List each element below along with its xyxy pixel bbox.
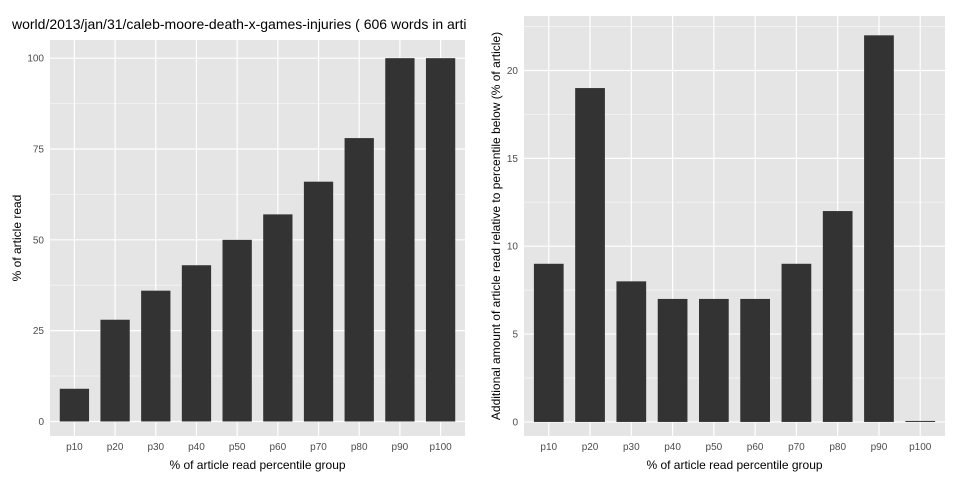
- right-chart-x-tick-label-p70: p70: [788, 442, 805, 453]
- right-chart-x-axis-title: % of article read percentile group: [646, 458, 822, 472]
- right-chart-x-tick-label-p100: p100: [909, 442, 932, 453]
- right-chart-bar-p30: [616, 281, 647, 422]
- right-chart-bar-p60: [740, 298, 770, 422]
- right-chart-bars: [533, 35, 936, 422]
- left-chart-bar-p100: [425, 58, 456, 422]
- left-chart-y-tick-label: 50: [33, 235, 45, 246]
- left-chart-x-ticks: p10 p20 p30 p40 p50 p60 p70 p80 p90 p100: [66, 442, 452, 453]
- left-chart-y-tick-label: 25: [33, 326, 45, 337]
- left-chart-x-tick-label-p50: p50: [229, 442, 246, 453]
- right-chart-x-tick-label-p40: p40: [664, 442, 681, 453]
- right-chart-x-ticks: p10 p20 p30 p40 p50 p60 p70 p80 p90 p100: [540, 442, 931, 453]
- left-chart-bar-p70: [303, 181, 334, 422]
- left-chart-bar-p40: [181, 265, 212, 422]
- right-chart-bar-p100: [905, 420, 936, 422]
- right-chart-y-axis-title: Additional amount of article read relati…: [489, 32, 503, 420]
- left-chart-bar-p30: [141, 290, 171, 422]
- right-chart-bar-p90: [864, 35, 894, 422]
- right-chart-bar-p50: [699, 298, 729, 422]
- left-chart-y-tick-label: 75: [33, 144, 45, 155]
- left-chart: world/2013/jan/31/caleb-moore-death-x-ga…: [10, 16, 466, 472]
- right-chart-y-ticks: 0 5 10 15 20: [507, 66, 519, 428]
- right-chart-x-tick-label-p60: p60: [747, 442, 764, 453]
- left-chart-x-axis-title: % of article read percentile group: [169, 458, 345, 472]
- right-chart-x-tick-label-p50: p50: [706, 442, 723, 453]
- right-chart-bar-p70: [781, 263, 812, 422]
- right-chart-y-tick-label: 20: [507, 66, 519, 77]
- left-chart-y-axis-title: % of article read: [10, 195, 24, 282]
- left-chart-x-tick-label-p80: p80: [351, 442, 368, 453]
- left-chart-x-tick-label-p30: p30: [147, 442, 164, 453]
- right-chart-x-tick-label-p20: p20: [582, 442, 599, 453]
- right-chart-y-tick-label: 0: [512, 417, 518, 428]
- left-chart-bar-p20: [100, 319, 130, 422]
- left-chart-bar-p60: [263, 214, 293, 422]
- left-chart-bar-p10: [59, 388, 90, 422]
- right-chart-x-tick-label-p10: p10: [540, 442, 557, 453]
- left-chart-y-tick-label: 100: [27, 54, 44, 65]
- left-chart-x-tick-label-p20: p20: [107, 442, 124, 453]
- right-chart-x-tick-label-p80: p80: [829, 442, 846, 453]
- right-chart: 0 5 10 15 20 p10 p20 p30 p40 p50 p60 p70 p80 p90 p100…: [489, 16, 945, 472]
- right-chart-x-tick-label-p90: p90: [871, 442, 888, 453]
- right-chart-bar-p40: [657, 298, 688, 422]
- left-chart-x-tick-label-p10: p10: [66, 442, 83, 453]
- left-chart-x-tick-label-p90: p90: [392, 442, 409, 453]
- left-chart-bars: [59, 58, 456, 422]
- left-chart-y-ticks: 0 25 50 75 100: [27, 54, 44, 428]
- left-chart-title: world/2013/jan/31/caleb-moore-death-x-ga…: [11, 16, 466, 32]
- left-chart-y-tick-label: 0: [38, 417, 44, 428]
- left-chart-x-tick-label-p60: p60: [269, 442, 286, 453]
- right-chart-y-tick-label: 10: [507, 242, 519, 253]
- left-chart-x-tick-label-p100: p100: [429, 442, 452, 453]
- right-chart-bar-p10: [533, 263, 564, 422]
- right-chart-bar-p20: [575, 88, 605, 422]
- right-chart-y-tick-label: 5: [512, 330, 518, 341]
- left-chart-bar-p80: [344, 138, 374, 422]
- left-chart-bar-p50: [222, 239, 252, 422]
- left-chart-bar-p90: [385, 58, 415, 422]
- left-chart-x-tick-label-p40: p40: [188, 442, 205, 453]
- right-chart-bar-p80: [822, 211, 853, 422]
- left-chart-x-tick-label-p70: p70: [310, 442, 327, 453]
- right-chart-x-tick-label-p30: p30: [623, 442, 640, 453]
- right-chart-y-tick-label: 15: [507, 154, 519, 165]
